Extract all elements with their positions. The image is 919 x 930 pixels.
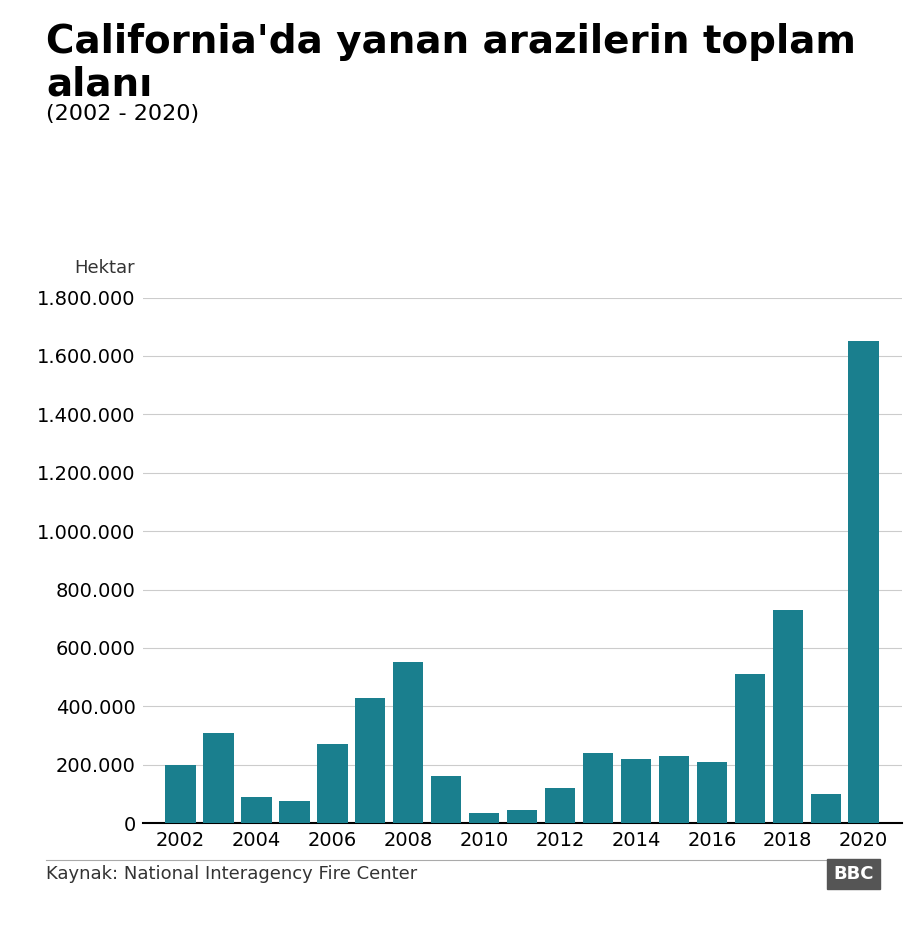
Bar xyxy=(658,756,688,823)
Bar xyxy=(165,764,196,823)
Bar xyxy=(733,674,764,823)
Bar xyxy=(620,759,651,823)
Bar xyxy=(355,698,385,823)
Text: California'da yanan arazilerin toplam: California'da yanan arazilerin toplam xyxy=(46,23,855,61)
Bar xyxy=(696,762,726,823)
Bar xyxy=(430,777,460,823)
Bar xyxy=(317,744,347,823)
Text: (2002 - 2020): (2002 - 2020) xyxy=(46,104,199,125)
Bar xyxy=(279,801,309,823)
Text: BBC: BBC xyxy=(833,865,873,883)
Bar xyxy=(810,794,840,823)
Bar xyxy=(241,797,271,823)
Bar xyxy=(847,341,878,823)
Text: Hektar: Hektar xyxy=(74,259,135,276)
Text: alanı: alanı xyxy=(46,65,153,103)
Bar xyxy=(772,610,802,823)
Bar xyxy=(544,788,574,823)
Bar xyxy=(469,813,499,823)
Bar xyxy=(203,733,233,823)
Bar xyxy=(392,662,423,823)
Bar xyxy=(506,810,537,823)
Text: Kaynak: National Interagency Fire Center: Kaynak: National Interagency Fire Center xyxy=(46,865,417,883)
Bar xyxy=(582,753,612,823)
